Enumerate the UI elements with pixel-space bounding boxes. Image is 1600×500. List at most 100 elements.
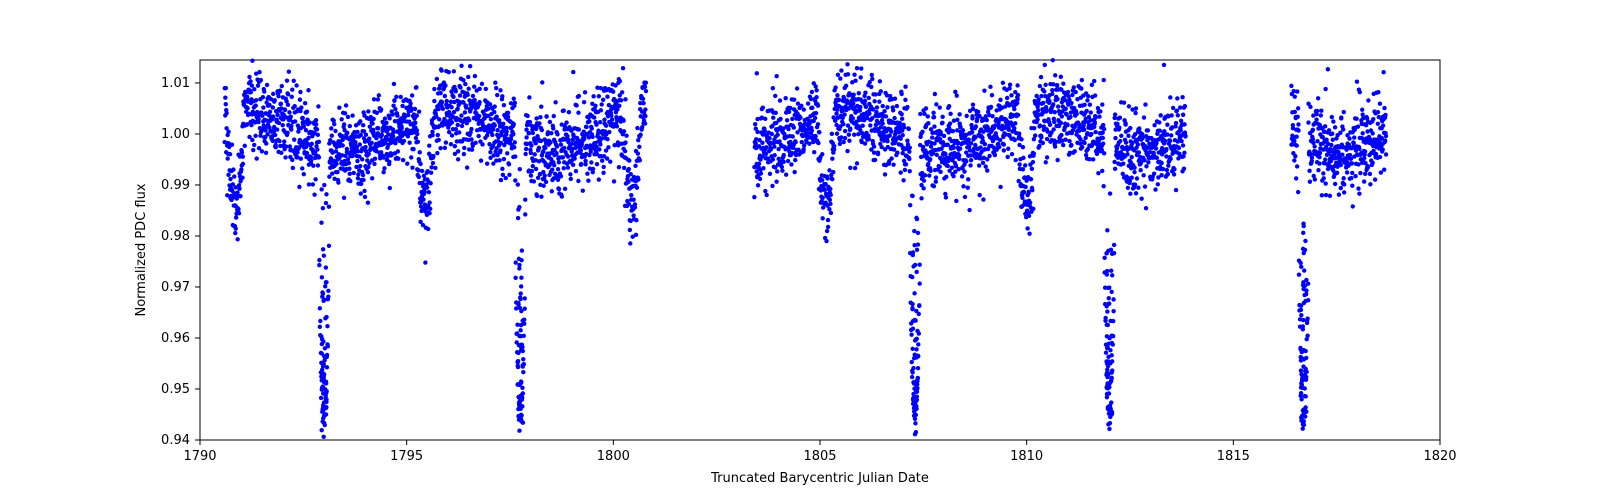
data-point <box>1297 272 1301 276</box>
data-point <box>1320 193 1324 197</box>
data-point <box>907 157 911 161</box>
data-point <box>623 97 627 101</box>
data-point <box>431 161 435 165</box>
data-point <box>519 258 523 262</box>
data-point <box>387 160 391 164</box>
data-point <box>409 155 413 159</box>
data-point <box>1055 158 1059 162</box>
data-point <box>342 122 346 126</box>
data-point <box>1089 110 1093 114</box>
data-point <box>1345 160 1349 164</box>
data-point <box>1012 107 1016 111</box>
data-point <box>922 178 926 182</box>
data-point <box>1157 120 1161 124</box>
data-point <box>518 328 522 332</box>
data-point <box>1015 101 1019 105</box>
data-point <box>518 394 522 398</box>
data-point <box>589 160 593 164</box>
data-point <box>1092 79 1096 83</box>
data-point <box>1144 164 1148 168</box>
data-point <box>1061 143 1065 147</box>
data-point <box>252 87 256 91</box>
data-point <box>330 171 334 175</box>
data-point <box>987 154 991 158</box>
data-point <box>224 86 228 90</box>
data-point <box>590 126 594 130</box>
data-point <box>782 153 786 157</box>
data-point <box>356 176 360 180</box>
data-point <box>842 112 846 116</box>
data-point <box>623 140 627 144</box>
data-point <box>1068 115 1072 119</box>
data-point <box>383 116 387 120</box>
data-point <box>548 140 552 144</box>
data-point <box>1108 421 1112 425</box>
data-point <box>644 89 648 93</box>
data-point <box>1182 151 1186 155</box>
data-point <box>864 105 868 109</box>
data-point <box>321 371 325 375</box>
data-point <box>577 127 581 131</box>
data-point <box>1137 126 1141 130</box>
data-point <box>1106 407 1110 411</box>
data-point <box>600 158 604 162</box>
data-point <box>958 146 962 150</box>
data-point <box>1021 145 1025 149</box>
data-point <box>1008 83 1012 87</box>
data-point <box>1115 122 1119 126</box>
data-point <box>1303 239 1307 243</box>
data-point <box>989 105 993 109</box>
data-point <box>1154 146 1158 150</box>
data-point <box>914 430 918 434</box>
data-point <box>465 165 469 169</box>
data-point <box>848 126 852 130</box>
data-point <box>555 144 559 148</box>
data-point <box>324 315 328 319</box>
data-point <box>534 167 538 171</box>
data-point <box>935 153 939 157</box>
data-point <box>830 177 834 181</box>
data-point <box>852 73 856 77</box>
data-point <box>324 265 328 269</box>
data-point <box>972 147 976 151</box>
data-point <box>834 111 838 115</box>
data-point <box>250 83 254 87</box>
data-point <box>607 130 611 134</box>
data-point <box>1124 140 1128 144</box>
data-point <box>1295 164 1299 168</box>
data-point <box>968 163 972 167</box>
data-point <box>857 91 861 95</box>
data-point <box>903 168 907 172</box>
data-point <box>1118 139 1122 143</box>
data-point <box>760 141 764 145</box>
data-point <box>319 334 323 338</box>
data-point <box>1329 143 1333 147</box>
data-point <box>486 107 490 111</box>
data-point <box>311 163 315 167</box>
data-point <box>985 168 989 172</box>
data-point <box>881 104 885 108</box>
data-point <box>495 128 499 132</box>
data-point <box>414 136 418 140</box>
data-point <box>1089 132 1093 136</box>
data-point <box>763 117 767 121</box>
data-point <box>816 141 820 145</box>
data-point <box>319 220 323 224</box>
data-point <box>810 90 814 94</box>
data-point <box>809 97 813 101</box>
data-point <box>814 111 818 115</box>
data-point <box>823 187 827 191</box>
data-point <box>955 118 959 122</box>
data-point <box>1110 368 1114 372</box>
data-point <box>790 117 794 121</box>
data-point <box>963 195 967 199</box>
data-point <box>1009 93 1013 97</box>
data-point <box>358 119 362 123</box>
data-point <box>1020 196 1024 200</box>
data-point <box>1029 177 1033 181</box>
data-point <box>321 384 325 388</box>
data-point <box>318 306 322 310</box>
data-point <box>390 112 394 116</box>
data-point <box>830 157 834 161</box>
data-point <box>1015 83 1019 87</box>
